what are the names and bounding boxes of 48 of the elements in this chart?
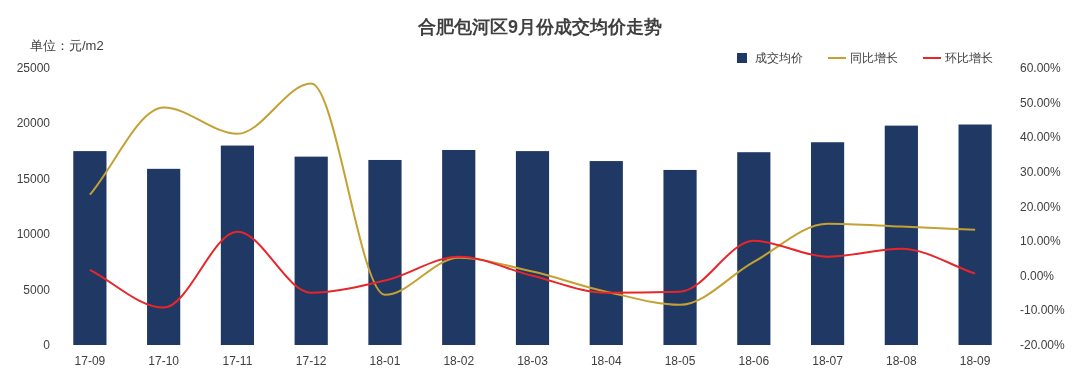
y-tick-label: 25000: [16, 61, 51, 75]
bar: [147, 168, 181, 345]
y-tick-label: 10000: [16, 227, 51, 242]
y2-tick-label: 20.00%: [1020, 199, 1062, 214]
y2-tick-label: 40.00%: [1020, 130, 1062, 145]
x-tick-label: 18-02: [443, 354, 475, 368]
x-tick-label: 18-04: [590, 354, 622, 368]
bar: [958, 124, 992, 345]
y2-tick-label: -20.00%: [1020, 338, 1066, 352]
y2-tick-label: 30.00%: [1020, 164, 1062, 179]
x-tick-label: 17-12: [295, 354, 327, 368]
x-tick-label: 18-03: [517, 354, 549, 368]
y2-tick-label: 60.00%: [1020, 61, 1062, 75]
bar: [515, 151, 550, 345]
chart-title: 合肥包河区9月份成交均价走势: [416, 17, 663, 37]
x-tick-label: 18-07: [812, 354, 844, 368]
y2-tick-label: -10.00%: [1020, 303, 1066, 318]
line-series: [88, 82, 977, 306]
bar: [73, 151, 107, 345]
x-tick-label: 18-09: [959, 354, 991, 368]
text: 单位：元/m2: [30, 38, 104, 53]
line-series: [88, 230, 977, 309]
x-tick-label: 18-05: [664, 354, 696, 368]
bar: [220, 145, 255, 345]
legend-label: 环比增长: [945, 51, 993, 65]
bar: [663, 169, 697, 345]
legend-label: 同比增长: [850, 51, 898, 65]
bar: [294, 156, 328, 345]
bar: [368, 159, 402, 345]
bar: [737, 152, 771, 345]
bar: [442, 149, 476, 345]
y2-tick-label: 50.00%: [1020, 95, 1062, 110]
x-tick-label: 18-06: [738, 354, 770, 368]
x-tick-label: 18-08: [885, 354, 918, 368]
legend-label: 成交均价: [755, 51, 803, 65]
y2-tick-label: 0.00%: [1020, 268, 1055, 283]
bar: [884, 125, 918, 345]
y2-tick-label: 10.00%: [1020, 234, 1062, 249]
y-tick-label: 20000: [16, 116, 51, 131]
x-tick-label: 17-11: [222, 354, 253, 368]
bar: [810, 142, 845, 345]
y-tick-label: 15000: [16, 171, 51, 186]
x-tick-label: 18-01: [369, 354, 401, 368]
x-tick-label: 17-10: [148, 354, 180, 368]
y-tick-label: 5000: [23, 282, 51, 297]
bar: [589, 161, 623, 345]
y-tick-label: 0: [43, 338, 51, 352]
x-tick-label: 17-09: [74, 354, 106, 368]
